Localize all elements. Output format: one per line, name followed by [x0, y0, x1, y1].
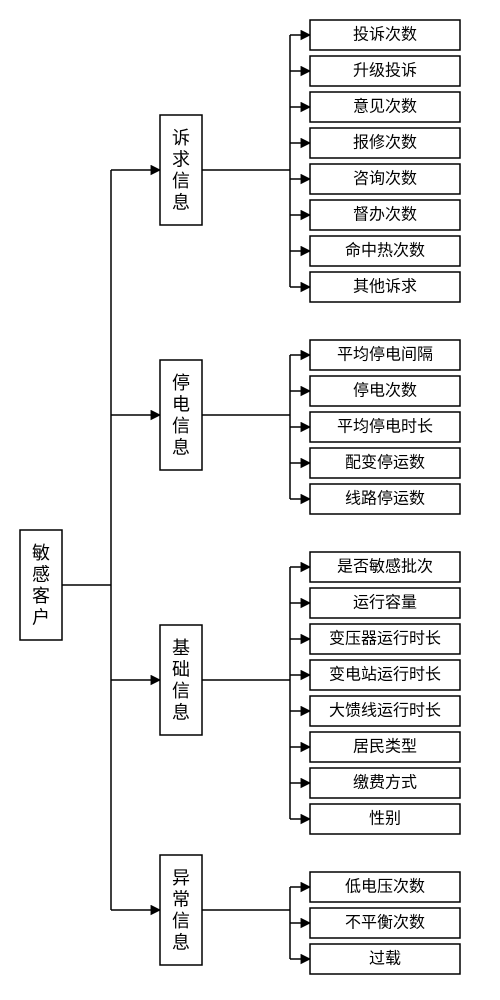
cat-yichang-label: 异常信息	[172, 868, 190, 953]
cat-tingdian-label: 停电信息	[172, 373, 190, 458]
l17-label: 变电站运行时长	[329, 666, 441, 684]
cat-jichu-label: 基础信息	[172, 638, 190, 723]
l12-label: 配变停运数	[345, 454, 425, 472]
l20-label: 缴费方式	[353, 774, 417, 792]
l13-label: 线路停运数	[345, 490, 425, 508]
l14-label: 是否敏感批次	[337, 558, 433, 576]
l3-label: 意见次数	[353, 97, 417, 116]
l9-label: 平均停电间隔	[337, 346, 433, 364]
l24-label: 过载	[369, 950, 401, 968]
nodes-layer: 敏感客户 诉求信息 投诉次数升级投诉意见次数报修次数咨询次数督办次数命中热次数其他诉…	[20, 20, 460, 974]
l5-label: 咨询次数	[353, 170, 417, 188]
l10-label: 停电次数	[353, 382, 417, 400]
l1-label: 投诉次数	[353, 26, 417, 44]
l23-label: 不平衡次数	[345, 914, 425, 932]
root-label: 敏感客户	[32, 543, 50, 628]
l7-label: 命中热次数	[345, 242, 425, 260]
l21-label: 性别	[369, 810, 401, 828]
l11-label: 平均停电时长	[337, 418, 433, 436]
l2-label: 升级投诉	[353, 62, 417, 80]
l19-label: 居民类型	[353, 738, 417, 756]
l15-label: 运行容量	[353, 594, 417, 612]
l22-label: 低电压次数	[345, 878, 425, 896]
l8-label: 其他诉求	[353, 278, 417, 296]
l16-label: 变压器运行时长	[329, 630, 441, 648]
l18-label: 大馈线运行时长	[329, 702, 441, 720]
tree-diagram: 敏感客户 诉求信息 投诉次数升级投诉意见次数报修次数咨询次数督办次数命中热次数其他诉…	[0, 0, 500, 1000]
l4-label: 报修次数	[353, 134, 417, 152]
cat-suqiu-label: 诉求信息	[172, 128, 190, 213]
l6-label: 督办次数	[353, 206, 417, 224]
